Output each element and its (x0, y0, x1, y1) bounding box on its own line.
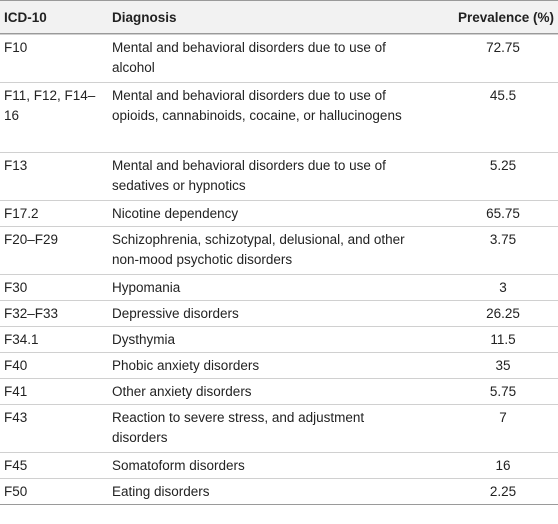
table-row: F41 Other anxiety disorders 5.75 (0, 378, 558, 404)
icd-code: F13 (4, 158, 28, 173)
diagnosis: Schizophrenia, schizotypal, delusional, … (112, 232, 405, 267)
table-row: F40 Phobic anxiety disorders 35 (0, 352, 558, 378)
header-diagnosis: Diagnosis (112, 9, 177, 25)
diagnosis: Eating disorders (112, 484, 210, 499)
icd-code: F34.1 (4, 332, 39, 347)
prevalence: 5.25 (489, 158, 517, 173)
icd-code: F43 (4, 410, 28, 425)
diagnosis: Mental and behavioral disorders due to u… (112, 40, 386, 75)
table-row: F17.2 Nicotine dependency 65.75 (0, 200, 558, 226)
prevalence: 26.25 (486, 306, 520, 321)
icd-code: F11, F12, F14–16 (4, 88, 96, 123)
diagnosis: Mental and behavioral disorders due to u… (112, 158, 386, 193)
table-row: F11, F12, F14–16 Mental and behavioral d… (0, 82, 558, 152)
icd-code: F45 (4, 458, 28, 473)
prevalence: 7 (499, 410, 507, 425)
icd-code: F30 (4, 280, 28, 295)
diagnosis: Reaction to severe stress, and adjustmen… (112, 410, 365, 445)
diagnosis: Mental and behavioral disorders due to u… (112, 88, 402, 123)
icd-code: F40 (4, 358, 28, 373)
table-header: ICD-10 Diagnosis Prevalence (%) (0, 1, 558, 34)
diagnosis: Dysthymia (112, 332, 176, 347)
table-row: F10 Mental and behavioral disorders due … (0, 34, 558, 82)
icd-code: F41 (4, 384, 28, 399)
prevalence: 65.75 (486, 206, 520, 221)
icd-code: F10 (4, 40, 28, 55)
table-row: F43 Reaction to severe stress, and adjus… (0, 404, 558, 452)
icd-code: F32–F33 (4, 306, 59, 321)
icd-code: F50 (4, 484, 28, 499)
diagnosis-prevalence-table: ICD-10 Diagnosis Prevalence (%) F10 Ment… (0, 0, 558, 505)
header-icd10: ICD-10 (4, 9, 47, 25)
table-row: F32–F33 Depressive disorders 26.25 (0, 300, 558, 326)
prevalence: 35 (495, 358, 511, 373)
table-row: F50 Eating disorders 2.25 (0, 478, 558, 504)
diagnosis: Phobic anxiety disorders (112, 358, 260, 373)
diagnosis: Nicotine dependency (112, 206, 239, 221)
diagnosis: Other anxiety disorders (112, 384, 252, 399)
diagnosis: Hypomania (112, 280, 181, 295)
prevalence: 16 (495, 458, 511, 473)
icd-code: F20–F29 (4, 232, 59, 247)
prevalence: 5.75 (489, 384, 517, 399)
table-row: F20–F29 Schizophrenia, schizotypal, delu… (0, 226, 558, 274)
prevalence: 11.5 (490, 332, 516, 347)
prevalence: 45.5 (489, 88, 517, 103)
header-prevalence: Prevalence (%) (457, 9, 554, 25)
diagnosis: Depressive disorders (112, 306, 239, 321)
prevalence: 72.75 (486, 40, 520, 55)
prevalence: 2.25 (489, 484, 517, 499)
table-row: F30 Hypomania 3 (0, 274, 558, 300)
prevalence: 3.75 (489, 232, 517, 247)
diagnosis: Somatoform disorders (112, 458, 245, 473)
icd-code: F17.2 (4, 206, 39, 221)
table-row: F34.1 Dysthymia 11.5 (0, 326, 558, 352)
table-row: F13 Mental and behavioral disorders due … (0, 152, 558, 200)
prevalence: 3 (499, 280, 507, 295)
table-row: F45 Somatoform disorders 16 (0, 452, 558, 478)
